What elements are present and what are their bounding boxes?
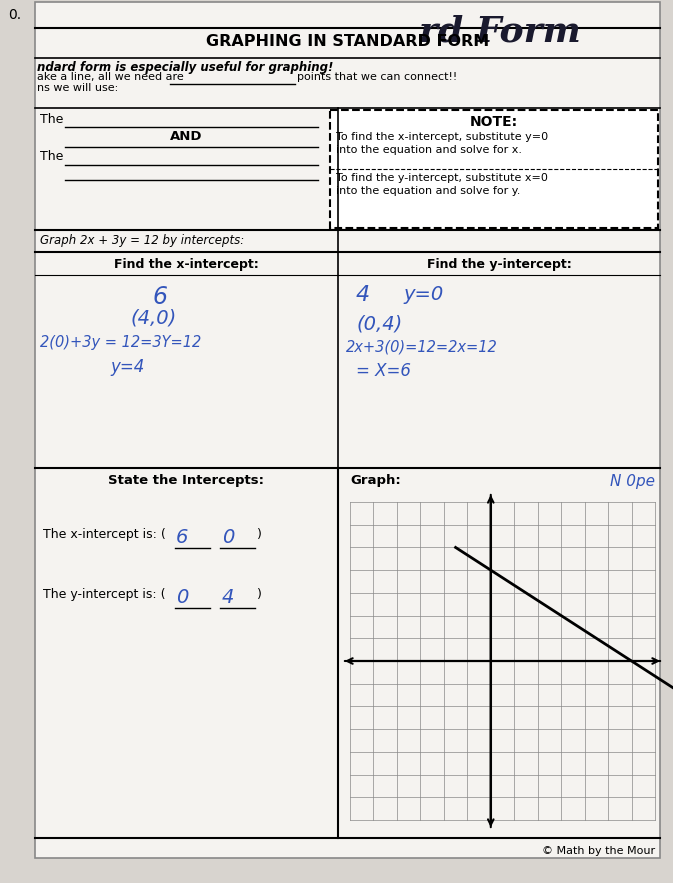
Text: = X=6: = X=6 bbox=[356, 362, 411, 380]
Text: The: The bbox=[40, 113, 63, 126]
Text: (0,4): (0,4) bbox=[356, 315, 402, 334]
Text: To find the x-intercept, substitute y=0: To find the x-intercept, substitute y=0 bbox=[336, 132, 548, 142]
Text: 6: 6 bbox=[153, 285, 168, 309]
Text: Graph:: Graph: bbox=[350, 474, 400, 487]
Text: Find the x-intercept:: Find the x-intercept: bbox=[114, 258, 259, 271]
Text: Find the y-intercept:: Find the y-intercept: bbox=[427, 258, 571, 271]
Text: To find the y-intercept, substitute x=0: To find the y-intercept, substitute x=0 bbox=[336, 173, 548, 183]
Text: 0: 0 bbox=[222, 528, 234, 547]
Text: ): ) bbox=[257, 528, 262, 541]
Text: The: The bbox=[40, 150, 63, 163]
Text: 4: 4 bbox=[356, 285, 370, 305]
Text: ake a line, all we need are: ake a line, all we need are bbox=[37, 72, 184, 82]
Text: y=0: y=0 bbox=[403, 285, 444, 304]
Text: The x-intercept is: (: The x-intercept is: ( bbox=[43, 528, 166, 541]
Text: (4,0): (4,0) bbox=[130, 308, 176, 327]
FancyBboxPatch shape bbox=[330, 110, 658, 228]
Text: Graph 2x + 3y = 12 by intercepts:: Graph 2x + 3y = 12 by intercepts: bbox=[40, 234, 244, 247]
Text: N 0pe: N 0pe bbox=[610, 474, 655, 489]
Text: The y-intercept is: (: The y-intercept is: ( bbox=[43, 588, 166, 601]
FancyBboxPatch shape bbox=[35, 2, 660, 858]
Text: 0.: 0. bbox=[8, 8, 21, 22]
Text: 6: 6 bbox=[176, 528, 188, 547]
Text: 2x+3(0)=12=2x=12: 2x+3(0)=12=2x=12 bbox=[346, 340, 498, 355]
Text: 4: 4 bbox=[222, 588, 234, 607]
Text: GRAPHING IN STANDARD FORM: GRAPHING IN STANDARD FORM bbox=[206, 34, 489, 49]
Text: 0: 0 bbox=[176, 588, 188, 607]
Text: y=4: y=4 bbox=[110, 358, 145, 376]
Text: ndard form is especially useful for graphing!: ndard form is especially useful for grap… bbox=[37, 61, 333, 74]
Text: into the equation and solve for y.: into the equation and solve for y. bbox=[336, 186, 520, 196]
Text: rd Form: rd Form bbox=[419, 14, 581, 48]
Text: NOTE:: NOTE: bbox=[470, 115, 518, 129]
Text: ): ) bbox=[257, 588, 262, 601]
Text: points that we can connect!!: points that we can connect!! bbox=[297, 72, 457, 82]
Text: into the equation and solve for x.: into the equation and solve for x. bbox=[336, 145, 522, 155]
Text: 2(0)+3y = 12=3Y=12: 2(0)+3y = 12=3Y=12 bbox=[40, 335, 201, 350]
Text: AND: AND bbox=[170, 130, 203, 143]
Text: ns we will use:: ns we will use: bbox=[37, 83, 118, 93]
Text: © Math by the Mour: © Math by the Mour bbox=[542, 846, 655, 856]
Text: State the Intercepts:: State the Intercepts: bbox=[108, 474, 264, 487]
